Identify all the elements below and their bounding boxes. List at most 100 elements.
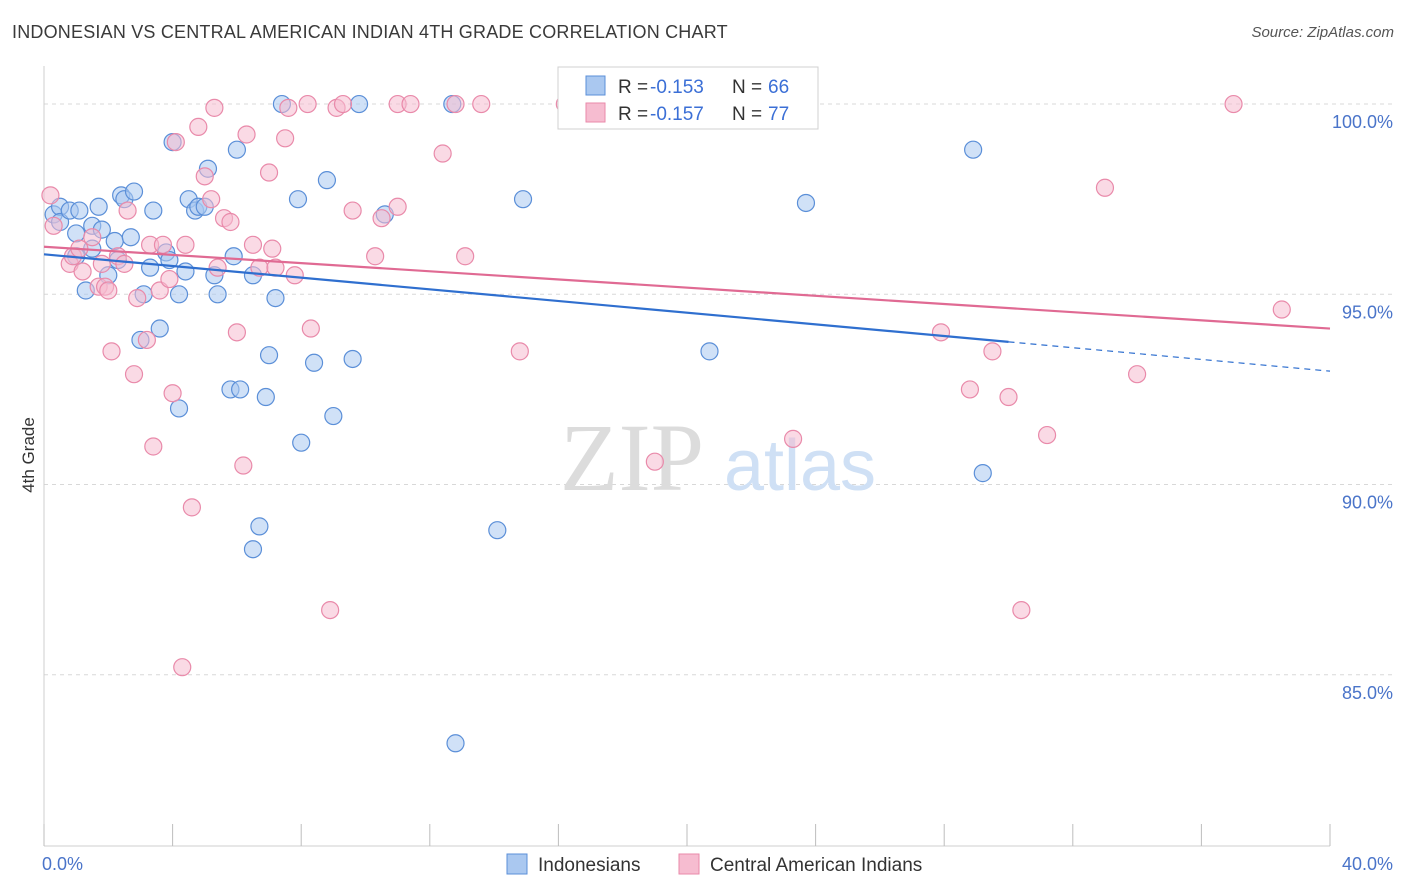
trend-line-indonesians	[43, 253, 1009, 343]
point-central-american-indians-23	[163, 384, 182, 403]
point-central-american-indians-73	[1095, 178, 1115, 197]
point-central-american-indians-10	[99, 281, 118, 300]
point-central-american-indians-31	[205, 98, 224, 117]
point-central-american-indians-58	[446, 94, 465, 114]
point-central-american-indians-51	[343, 201, 362, 220]
point-central-american-indians-15	[124, 365, 144, 384]
point-central-american-indians-44	[279, 98, 298, 117]
axes-layer	[43, 66, 1331, 847]
point-indonesians-53	[343, 349, 362, 369]
point-indonesians-52	[324, 406, 343, 426]
chart-source: Source: ZipAtlas.com	[1251, 24, 1394, 41]
point-indonesians-50	[304, 353, 324, 372]
y-tick-label-2: 90.0%	[1342, 493, 1393, 513]
point-central-american-indians-72	[1037, 425, 1057, 445]
watermark: ZIP atlas	[560, 404, 876, 511]
point-central-american-indians-34	[221, 212, 240, 232]
point-central-american-indians-53	[372, 209, 391, 228]
y-axis-label: 4th Grade	[19, 417, 38, 493]
point-indonesians-44	[256, 387, 275, 407]
point-indonesians-21	[140, 258, 160, 277]
legend-n-label-2: N =	[732, 104, 762, 125]
point-indonesians-39	[227, 140, 246, 159]
legend-swatch-blue	[585, 75, 606, 96]
bottom-legend: Indonesians Central American Indians	[506, 853, 922, 876]
point-central-american-indians-70	[999, 387, 1018, 407]
point-central-american-indians-61	[510, 342, 529, 361]
legend: R = -0.153 N = 66 R = -0.157 N = 77	[557, 66, 819, 130]
point-central-american-indians-56	[401, 94, 420, 114]
bottom-legend-label-central-american-indians: Central American Indians	[710, 855, 922, 876]
point-central-american-indians-16	[128, 288, 147, 308]
point-indonesians-58	[488, 521, 507, 540]
point-indonesians-38	[224, 247, 243, 266]
point-indonesians-65	[973, 464, 992, 483]
point-central-american-indians-69	[983, 342, 1002, 361]
point-indonesians-51	[317, 171, 337, 190]
point-central-american-indians-54	[388, 197, 407, 216]
point-central-american-indians-19	[144, 437, 163, 456]
point-indonesians-22	[144, 201, 163, 220]
point-central-american-indians-26	[176, 235, 195, 254]
legend-swatch-pink	[585, 102, 606, 123]
point-central-american-indians-6	[83, 228, 102, 247]
point-indonesians-54	[349, 94, 369, 114]
watermark-zip: ZIP	[560, 404, 704, 511]
point-central-american-indians-41	[263, 239, 282, 258]
bottom-legend-swatch-central-american-indians	[678, 853, 700, 875]
point-central-american-indians-0	[41, 186, 60, 205]
point-indonesians-36	[208, 285, 227, 304]
point-indonesians-49	[292, 433, 311, 452]
point-central-american-indians-36	[234, 456, 253, 475]
point-central-american-indians-24	[166, 132, 185, 152]
legend-r-label-2: R =	[618, 104, 648, 125]
point-central-american-indians-59	[456, 247, 475, 266]
point-central-american-indians-27	[182, 498, 201, 517]
y-tick-label-0: 100.0%	[1332, 112, 1393, 132]
point-indonesians-23	[150, 319, 169, 338]
point-indonesians-28	[169, 285, 189, 304]
point-central-american-indians-1	[44, 216, 63, 235]
legend-n-value-1: 66	[768, 77, 789, 98]
bottom-legend-label-indonesians: Indonesians	[538, 855, 640, 876]
point-central-american-indians-46	[298, 94, 317, 114]
point-central-american-indians-8	[92, 254, 111, 273]
legend-n-value-2: 77	[768, 104, 789, 125]
point-indonesians-13	[105, 231, 124, 251]
point-indonesians-62	[700, 342, 719, 361]
point-central-american-indians-32	[208, 258, 227, 277]
y-tick-label-3: 85.0%	[1342, 683, 1393, 703]
labels-layer: 4th Grade 100.0% 95.0% 90.0% 85.0% 0.0% 40.0%	[19, 112, 1393, 874]
x-tick-label-1: 40.0%	[1342, 854, 1393, 874]
point-central-american-indians-66	[783, 429, 803, 448]
point-indonesians-45	[259, 346, 279, 365]
point-central-american-indians-60	[472, 94, 491, 114]
chart-title: INDONESIAN VS CENTRAL AMERICAN INDIAN 4T…	[12, 22, 728, 42]
trend-line-extension-indonesians	[1008, 341, 1331, 372]
point-indonesians-6	[70, 201, 89, 220]
point-central-american-indians-50	[333, 94, 353, 114]
trend-layer	[43, 245, 1331, 372]
trend-line-central-american-indians	[43, 245, 1331, 330]
legend-r-label-1: R =	[618, 77, 648, 98]
point-central-american-indians-37	[237, 125, 256, 144]
point-central-american-indians-67	[931, 323, 951, 342]
point-central-american-indians-52	[366, 247, 385, 266]
point-indonesians-64	[964, 140, 983, 159]
point-central-american-indians-76	[1272, 300, 1291, 319]
point-central-american-indians-22	[160, 269, 179, 289]
point-indonesians-10	[89, 197, 108, 216]
point-indonesians-43	[250, 517, 269, 536]
point-central-american-indians-28	[189, 117, 208, 136]
point-central-american-indians-47	[301, 319, 320, 338]
point-central-american-indians-45	[285, 266, 304, 285]
point-indonesians-57	[446, 734, 465, 753]
point-central-american-indians-57	[433, 144, 452, 163]
x-tick-label-0: 0.0%	[42, 854, 83, 874]
point-central-american-indians-13	[115, 254, 134, 273]
legend-r-value-2: -0.157	[650, 104, 704, 125]
point-central-american-indians-43	[276, 129, 295, 148]
point-indonesians-48	[288, 190, 308, 209]
point-central-american-indians-75	[1224, 94, 1243, 114]
point-central-american-indians-40	[259, 163, 279, 182]
